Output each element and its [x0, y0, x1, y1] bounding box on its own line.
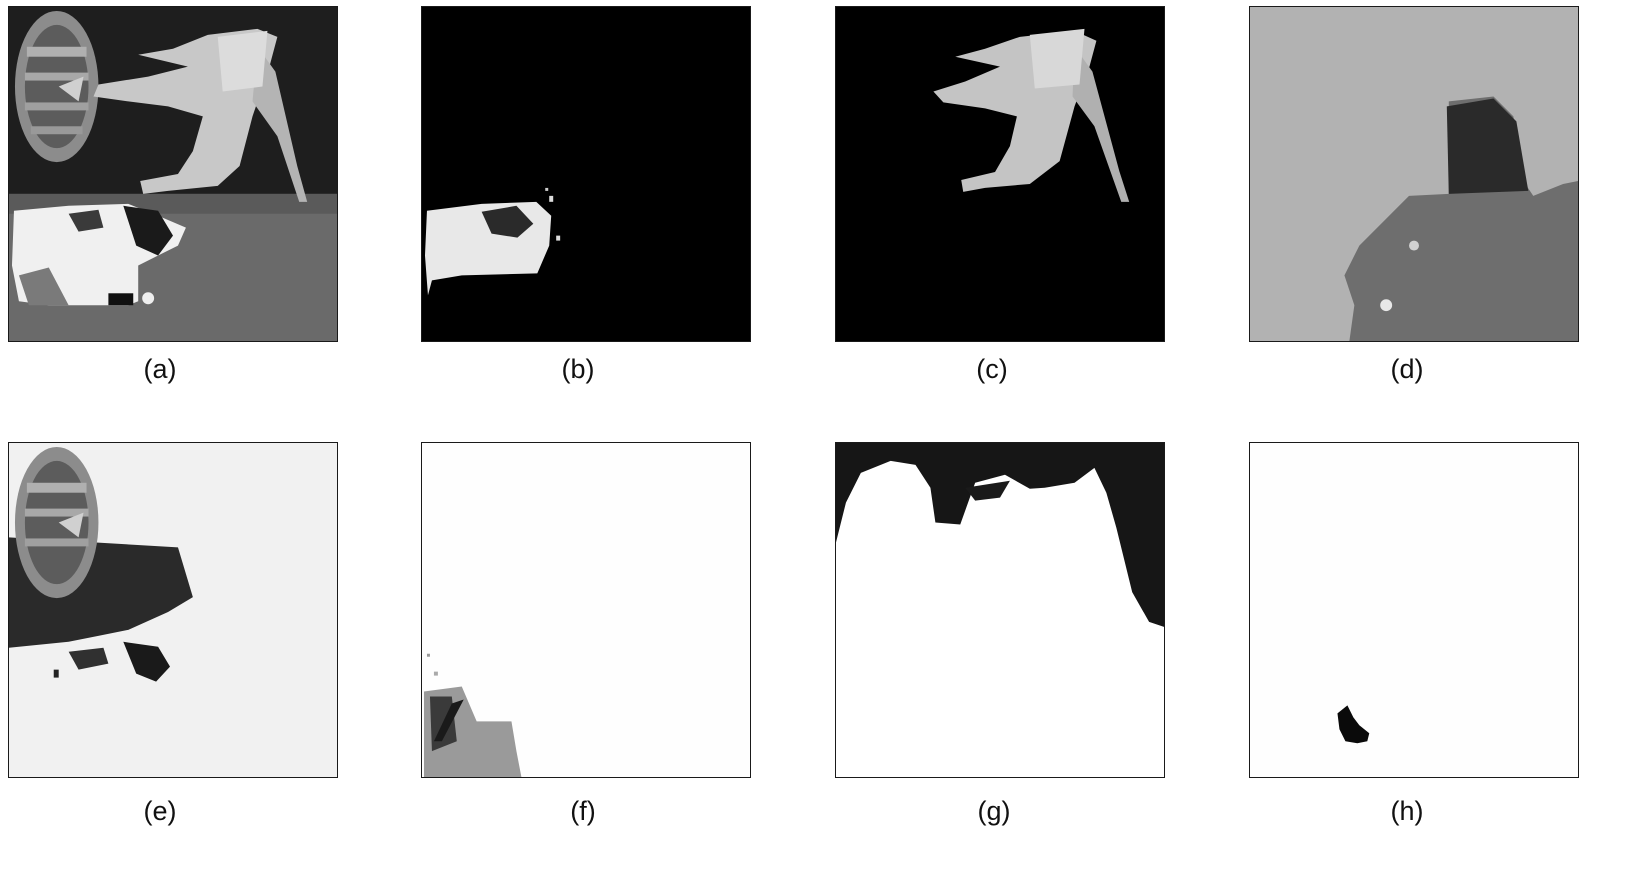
- caption-d: (d): [1390, 354, 1424, 384]
- panel-e-image: [8, 442, 338, 778]
- caption-e: (e): [143, 796, 177, 826]
- panel-h-image: [1249, 442, 1579, 778]
- panel-c-image: [835, 6, 1165, 342]
- caption-g: (g): [977, 796, 1011, 826]
- panel-d-image: [1249, 6, 1579, 342]
- caption-h: (h): [1390, 796, 1424, 826]
- panel-f-image: [421, 442, 751, 778]
- panel-b-image: [421, 6, 751, 342]
- panel-a-image: [8, 6, 338, 342]
- panel-g-image: [835, 442, 1165, 778]
- caption-c: (c): [976, 354, 1008, 384]
- caption-b: (b): [561, 354, 595, 384]
- caption-a: (a): [143, 354, 177, 384]
- caption-f: (f): [570, 796, 596, 826]
